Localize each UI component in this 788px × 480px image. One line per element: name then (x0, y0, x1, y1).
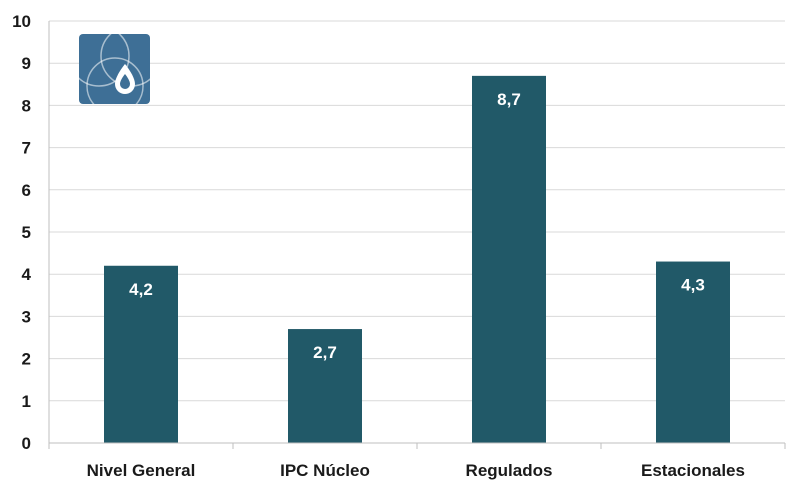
y-axis: 0 1 2 3 4 5 6 7 8 9 10 (12, 12, 50, 453)
y-tick-label: 2 (22, 350, 31, 369)
x-tick-label: Regulados (466, 461, 553, 480)
data-label: 2,7 (313, 343, 337, 362)
data-label: 4,3 (681, 276, 705, 295)
bars: 4,2 2,7 8,7 4,3 (104, 75, 730, 444)
data-label: 4,2 (129, 280, 153, 299)
x-tick-label: Nivel General (87, 461, 196, 480)
y-tick-label: 3 (22, 307, 31, 326)
y-tick-label: 0 (22, 434, 31, 453)
data-label: 8,7 (497, 90, 521, 109)
bar (288, 329, 362, 443)
y-tick-label: 9 (22, 54, 31, 73)
x-tick-label: IPC Núcleo (280, 461, 370, 480)
y-tick-label: 8 (22, 96, 31, 115)
y-tick-label: 1 (22, 392, 31, 411)
bar (104, 265, 178, 443)
x-axis: Nivel General IPC Núcleo Regulados Estacion… (48, 442, 786, 480)
y-tick-label: 6 (22, 181, 31, 200)
y-tick-label: 4 (22, 265, 32, 284)
bar (472, 75, 546, 444)
x-tick-label: Estacionales (641, 461, 745, 480)
y-tick-label: 10 (12, 12, 31, 31)
y-tick-label: 7 (22, 139, 31, 158)
bar (656, 261, 730, 443)
droplet-logo-icon (79, 34, 150, 104)
y-tick-label: 5 (22, 223, 31, 242)
